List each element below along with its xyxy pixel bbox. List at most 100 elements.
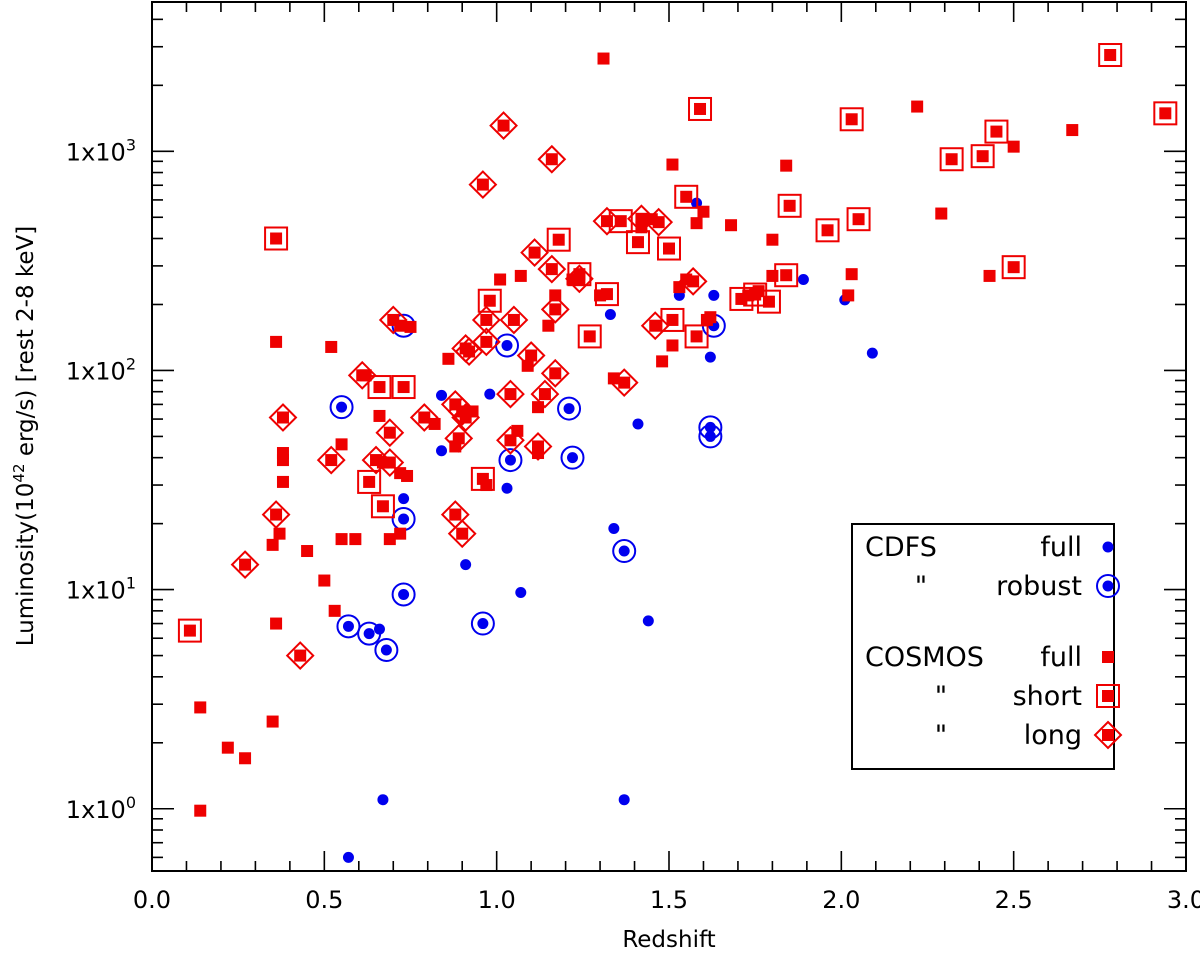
cosmos-full-point xyxy=(401,469,414,482)
cosmos-long-point xyxy=(496,379,525,409)
cosmos-full-point xyxy=(1007,140,1020,153)
cosmos-full-point xyxy=(542,319,555,332)
legend-label-type: full xyxy=(1040,532,1082,563)
cosmos-short-point xyxy=(367,375,392,400)
legend-label-group: COSMOS xyxy=(865,642,984,673)
cosmos-short-point xyxy=(774,263,799,288)
cosmos-full-point xyxy=(725,219,738,232)
cosmos-full-point xyxy=(504,434,517,447)
cdfs-full-point xyxy=(1102,541,1114,553)
cosmos-full-point xyxy=(1104,49,1117,62)
cosmos-long-point xyxy=(499,305,529,335)
cosmos-long-point xyxy=(609,368,639,398)
cosmos-full-point xyxy=(528,246,541,259)
cdfs-robust-point xyxy=(1096,574,1120,598)
cosmos-full-point xyxy=(325,340,338,353)
legend: CDFS full " robust COSMOS full " short " long xyxy=(851,523,1123,770)
cosmos-full-point xyxy=(525,349,538,362)
cosmos-long-point xyxy=(540,294,570,324)
cosmos-full-point xyxy=(635,212,648,225)
legend-label-type: long xyxy=(1024,720,1082,751)
x-tick-label: 1.0 xyxy=(478,886,516,914)
cosmos-short-point xyxy=(846,207,871,232)
cosmos-full-point xyxy=(983,269,996,282)
cosmos-full-point xyxy=(1066,124,1079,137)
cosmos-full-point xyxy=(666,313,679,326)
cosmos-short-point xyxy=(756,289,781,314)
x-axis-ticks: 0.0 0.5 1.0 1.5 2.0 2.5 3.0 xyxy=(133,2,1200,914)
x-tick-label: 2.5 xyxy=(995,886,1033,914)
cosmos-full-point xyxy=(600,215,613,228)
cdfs-full-point xyxy=(342,620,354,632)
cdfs-full-point xyxy=(618,794,630,806)
cosmos-full-point xyxy=(270,617,283,630)
cosmos-full-point xyxy=(545,263,558,276)
legend-label-group: CDFS xyxy=(865,532,937,563)
cosmos-short-point xyxy=(177,618,202,643)
y-tick-label: 1x100 xyxy=(66,793,136,824)
cosmos-long-point xyxy=(451,403,481,432)
cosmos-full-point xyxy=(276,411,289,424)
y-tick-label-mantissa: 1x10 xyxy=(66,796,126,824)
cosmos-full-point xyxy=(532,401,545,414)
cosmos-short-point xyxy=(688,96,713,121)
cosmos-full-point xyxy=(852,213,865,226)
cosmos-long-point xyxy=(378,305,408,335)
cdfs-full-point xyxy=(398,588,410,600)
cosmos-full-point xyxy=(463,345,476,358)
cosmos-long-point xyxy=(285,641,315,670)
cosmos-full-point xyxy=(270,335,283,348)
cosmos-full-point xyxy=(618,376,631,389)
cosmos-full-point xyxy=(666,158,679,171)
legend-box xyxy=(851,523,1115,770)
cosmos-full-point xyxy=(631,236,644,249)
cdfs-full-point xyxy=(477,618,489,630)
cosmos-full-point xyxy=(597,52,610,65)
cdfs-robust-point xyxy=(498,448,523,473)
cosmos-long-point xyxy=(564,264,594,294)
cosmos-full-point xyxy=(428,417,441,430)
cosmos-full-point xyxy=(935,207,948,220)
cosmos-full-point xyxy=(363,475,376,488)
cdfs-robust-point xyxy=(612,539,637,564)
cosmos-long-point xyxy=(537,144,567,174)
cosmos-short-point xyxy=(674,184,699,209)
legend-label-group: " xyxy=(935,681,947,712)
y-axis-title: Luminosity(1042 erg/s) [rest 2-8 keV] xyxy=(10,226,39,647)
x-tick-label: 1.5 xyxy=(650,886,688,914)
cosmos-full-point xyxy=(483,294,496,307)
cosmos-full-point xyxy=(704,311,717,324)
cosmos-full-point xyxy=(270,232,283,245)
cdfs-full-point xyxy=(618,545,630,557)
cosmos-long-point xyxy=(540,358,570,388)
cosmos-full-point xyxy=(607,372,620,385)
legend-label-type: short xyxy=(1013,681,1082,712)
cosmos-full-point xyxy=(442,352,455,365)
cosmos-full-point xyxy=(783,199,796,212)
cosmos-full-point xyxy=(663,242,675,255)
cosmos-full-point xyxy=(266,538,279,551)
cdfs-full-point xyxy=(484,388,496,400)
y-tick-label-exponent: 3 xyxy=(126,135,136,154)
cdfs-full-point xyxy=(1102,580,1114,592)
cosmos-full-point xyxy=(697,205,710,218)
cosmos-full-point xyxy=(845,268,858,281)
cosmos-full-point xyxy=(552,233,565,246)
cosmos-full-point xyxy=(239,558,252,571)
cosmos-full-point xyxy=(459,411,472,424)
cosmos-full-point xyxy=(418,411,431,424)
cosmos-full-point xyxy=(821,224,834,237)
cosmos-full-point xyxy=(583,330,596,343)
cosmos-long-point xyxy=(375,418,405,448)
cosmos-long-point xyxy=(447,397,477,426)
cdfs-robust-point xyxy=(391,582,416,607)
cosmos-short-point xyxy=(839,107,864,132)
cosmos-short-point xyxy=(777,193,802,218)
cosmos-full-point xyxy=(511,424,524,437)
cosmos-full-point xyxy=(494,273,507,286)
cosmos-full-point xyxy=(276,475,289,488)
cosmos-full-point xyxy=(766,269,779,282)
cosmos-full-point xyxy=(549,303,562,316)
